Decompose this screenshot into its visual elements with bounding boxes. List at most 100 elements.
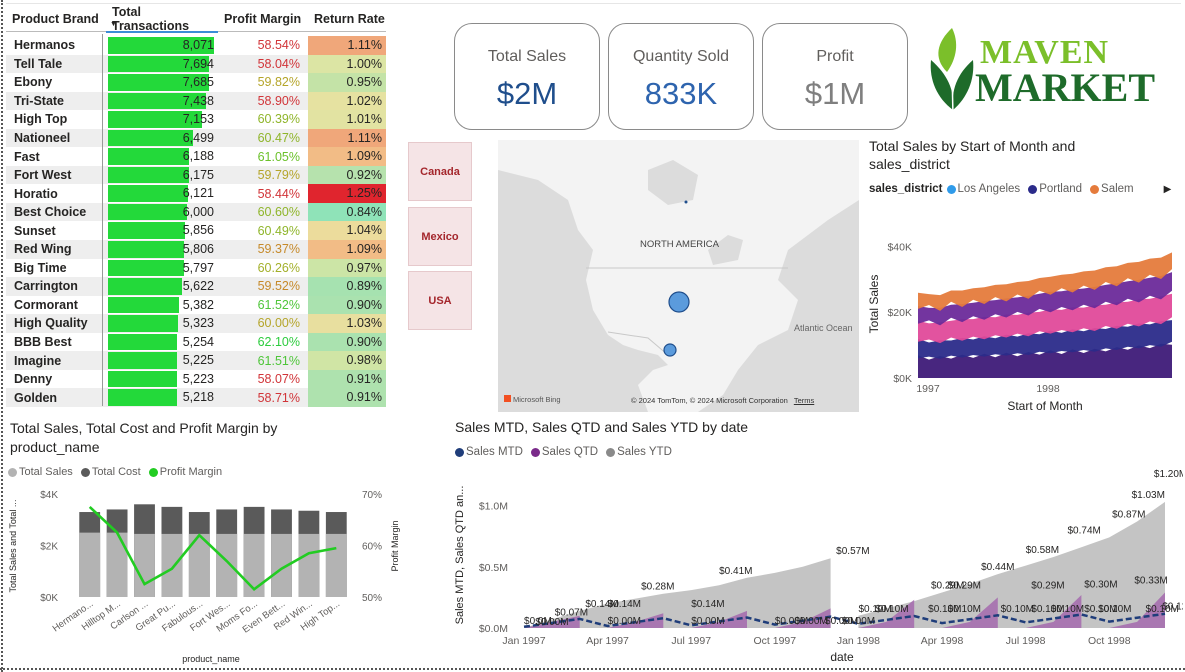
- qtd-area[interactable]: [524, 615, 580, 628]
- legend-item-profit-margin[interactable]: Profit Margin: [148, 466, 222, 478]
- qtd-area[interactable]: [858, 599, 915, 628]
- legend-item-total-sales[interactable]: Total Sales: [8, 466, 73, 478]
- card-profit[interactable]: Profit $1M: [762, 23, 908, 130]
- table-row[interactable]: High Quality 5,323 60.00% 1.03%: [6, 314, 386, 333]
- legend-item-sales-qtd[interactable]: Sales QTD: [530, 446, 598, 458]
- card-quantity-sold[interactable]: Quantity Sold 833K: [608, 23, 754, 130]
- legend-item-total-cost[interactable]: Total Cost: [80, 466, 141, 478]
- area-series-1[interactable]: [918, 320, 1172, 359]
- map-ocean-label: Atlantic Ocean: [794, 323, 853, 333]
- bar-total-cost[interactable]: [216, 533, 238, 597]
- legend-item-portland[interactable]: Portland: [1028, 183, 1082, 195]
- cell-return-rate: 0.91%: [308, 388, 386, 407]
- cell-brand: Best Choice: [14, 205, 87, 220]
- slicer-mexico-button[interactable]: Mexico: [408, 207, 472, 266]
- ytd-area-1997[interactable]: [524, 558, 831, 628]
- header-profit-margin[interactable]: Profit Margin: [224, 11, 302, 26]
- bar-total-cost[interactable]: [79, 532, 101, 597]
- slicer-canada-button[interactable]: Canada: [408, 142, 472, 201]
- cell-transactions: 7,685: [106, 73, 218, 92]
- legend-item-sales-ytd[interactable]: Sales YTD: [606, 446, 672, 458]
- table-row[interactable]: High Top 7,153 60.39% 1.01%: [6, 110, 386, 129]
- qtd-area[interactable]: [691, 610, 747, 628]
- mtd-line[interactable]: [523, 612, 1166, 629]
- bar-total-cost[interactable]: [298, 533, 320, 597]
- qtd-area[interactable]: [607, 613, 664, 628]
- table-row[interactable]: Tri-State 7,438 58.90% 1.02%: [6, 91, 386, 111]
- table-row[interactable]: Carrington 5,622 59.52% 0.89%: [6, 277, 386, 296]
- x-tick-label: Jan 1997: [502, 635, 545, 647]
- data-bar: [108, 389, 177, 406]
- bar-total-cost[interactable]: [161, 533, 183, 597]
- cell-return-rate: 1.25%: [308, 184, 386, 203]
- table-row[interactable]: Denny 5,223 58.07% 0.91%: [6, 369, 386, 389]
- header-total-transactions[interactable]: Total Transactions ▼: [106, 5, 218, 33]
- table-row[interactable]: BBB Best 5,254 62.10% 0.90%: [6, 332, 386, 352]
- table-row[interactable]: Fort West 6,175 59.79% 0.92%: [6, 165, 386, 185]
- logo-market-text: MARKET: [975, 65, 1155, 110]
- map-terms-link[interactable]: Terms: [793, 396, 815, 405]
- table-row[interactable]: Hermanos 8,071 58.54% 1.11%: [6, 36, 386, 55]
- bar-total-cost[interactable]: [106, 532, 128, 597]
- area-series-2[interactable]: [918, 293, 1172, 344]
- table-row[interactable]: Best Choice 6,000 60.60% 0.84%: [6, 202, 386, 222]
- bar-total-cost[interactable]: [134, 533, 155, 597]
- map-bubble-usa[interactable]: [668, 291, 690, 313]
- table-row[interactable]: Imagine 5,225 61.51% 0.98%: [6, 351, 386, 370]
- bar-chart[interactable]: $0K $2K $4K 50% 60% 70% Total Sales and Total …: [4, 480, 424, 666]
- table-row[interactable]: Golden 5,218 58.71% 0.91%: [6, 388, 386, 407]
- header-return-rate[interactable]: Return Rate: [314, 11, 385, 26]
- y-tick-label: $4K: [40, 490, 58, 501]
- ytd-area-1998[interactable]: [858, 501, 1165, 628]
- legend-item-los-angeles[interactable]: Los Angeles: [946, 183, 1020, 195]
- table-row[interactable]: Big Time 5,797 60.26% 0.97%: [6, 258, 386, 278]
- cell-return-rate: 1.04%: [308, 221, 386, 241]
- ytd-data-label: $0.10M: [875, 604, 908, 615]
- table-row[interactable]: Fast 6,188 61.05% 1.09%: [6, 147, 386, 166]
- map-border-us-mexico: [607, 331, 669, 356]
- qtd-area[interactable]: [942, 597, 998, 628]
- ytd-chart[interactable]: $0.0M $0.5M $1.0M Sales MTD, Sales QTD an..…: [450, 465, 1183, 668]
- map-bubble-mexico[interactable]: [663, 343, 677, 357]
- area-chart[interactable]: $0K $20K $40K Total Sales 1997 1998 Start of M…: [862, 222, 1182, 417]
- chevron-right-icon[interactable]: ▶: [1163, 183, 1172, 195]
- table-row[interactable]: Sunset 5,856 60.49% 1.04%: [6, 221, 386, 241]
- qtd-area[interactable]: [774, 608, 831, 628]
- table-row[interactable]: Red Wing 5,806 59.37% 1.09%: [6, 240, 386, 259]
- table-row[interactable]: Ebony 7,685 59.82% 0.95%: [6, 73, 386, 92]
- bar-total-cost[interactable]: [243, 533, 265, 597]
- table-row[interactable]: Nationeel 6,499 60.47% 1.11%: [6, 128, 386, 148]
- map-great-lakes: [708, 235, 743, 265]
- cell-transactions: 5,856: [106, 221, 218, 240]
- area-series-3[interactable]: [918, 272, 1172, 326]
- qtd-area[interactable]: [1025, 595, 1082, 628]
- bar-total-cost[interactable]: [188, 533, 210, 597]
- cell-return-rate: 1.09%: [308, 147, 386, 166]
- slicer-usa-button[interactable]: USA: [408, 271, 472, 330]
- card-total-sales[interactable]: Total Sales $2M: [454, 23, 600, 130]
- cell-profit-margin: 58.07%: [257, 372, 300, 387]
- data-bar: [108, 185, 189, 202]
- legend-item-salem[interactable]: Salem: [1090, 183, 1134, 195]
- table-row[interactable]: Tell Tale 7,694 58.04% 1.00%: [6, 54, 386, 74]
- area-series-0[interactable]: [918, 343, 1172, 378]
- area-series-4[interactable]: [918, 252, 1172, 311]
- header-product-brand[interactable]: Product Brand: [12, 11, 99, 26]
- map-bubble-canada[interactable]: [684, 200, 688, 204]
- data-bar: [108, 148, 190, 165]
- y-tick-label: $0K: [40, 593, 58, 604]
- table-row[interactable]: Horatio 6,121 58.44% 1.25%: [6, 184, 386, 203]
- legend-dot: [946, 184, 956, 194]
- bar-total-cost[interactable]: [271, 533, 292, 597]
- sales-map[interactable]: NORTH AMERICA Atlantic Ocean Microsoft B…: [498, 140, 859, 412]
- qtd-area[interactable]: [1109, 592, 1165, 629]
- bar-total-cost[interactable]: [325, 533, 347, 597]
- cell-profit-margin: 58.44%: [257, 186, 300, 201]
- profit-margin-line[interactable]: [88, 505, 337, 592]
- cell-return-rate: 0.97%: [308, 258, 386, 278]
- legend-dot: [8, 467, 17, 477]
- table-row[interactable]: Cormorant 5,382 61.52% 0.90%: [6, 295, 386, 315]
- qtd-data-label: $0.10M: [948, 604, 981, 615]
- legend-item-sales-mtd[interactable]: Sales MTD: [455, 446, 523, 458]
- cell-profit-margin: 59.37%: [257, 242, 300, 257]
